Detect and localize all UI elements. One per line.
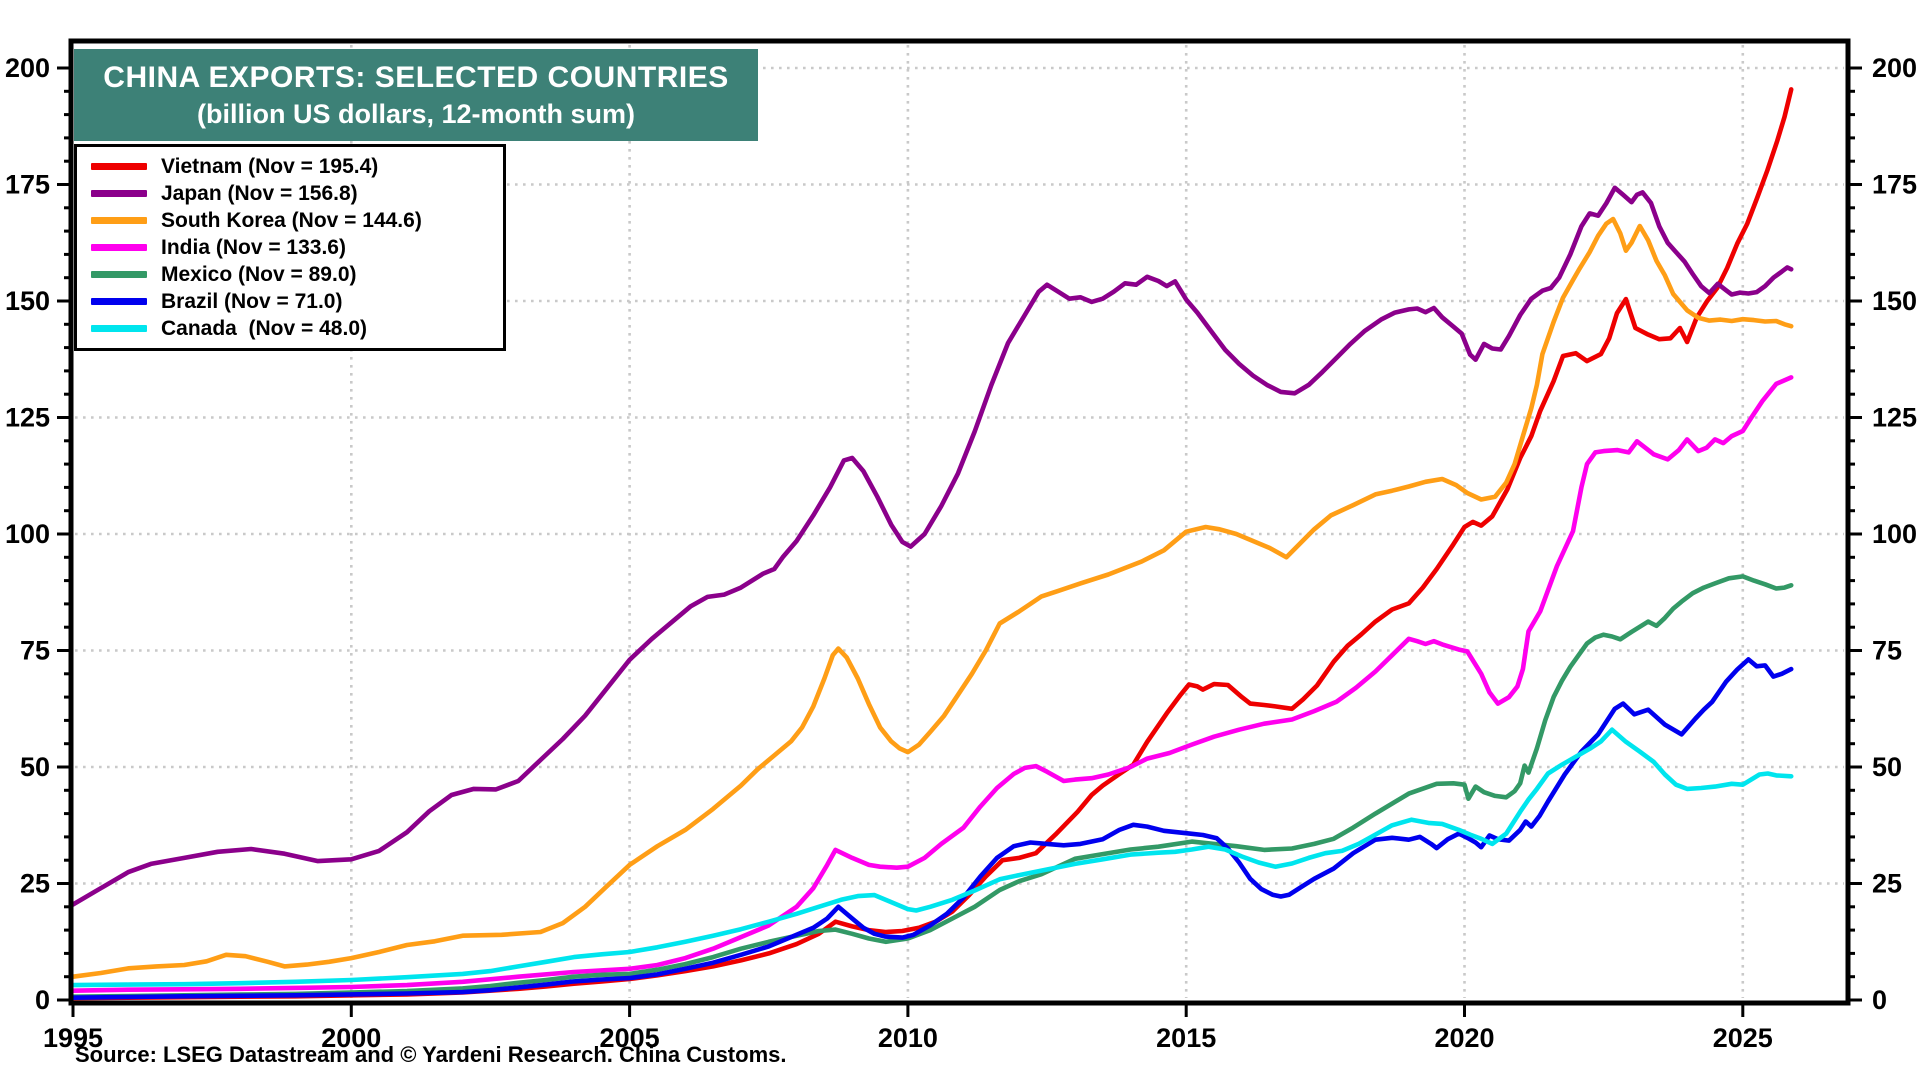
y-axis-label-left-0: 0 (35, 985, 50, 1015)
x-axis-label-2005: 2005 (600, 1023, 660, 1053)
legend: Vietnam (Nov = 195.4) Japan (Nov = 156.8)… (74, 144, 506, 351)
legend-swatch-india (91, 244, 147, 251)
source-note: Source: LSEG Datastream and © Yardeni Re… (75, 1042, 787, 1067)
legend-item-japan: Japan (Nov = 156.8) (91, 180, 503, 207)
legend-swatch-mexico (91, 271, 147, 278)
y-axis-label-right-100: 100 (1872, 519, 1917, 549)
series-line-canada (70, 727, 1794, 988)
legend-item-mexico: Mexico (Nov = 89.0) (91, 261, 503, 288)
y-axis-label-left-100: 100 (5, 519, 50, 549)
legend-item-canada: Canada (Nov = 48.0) (91, 315, 503, 342)
y-axis-label-right-150: 150 (1872, 286, 1917, 316)
y-axis-label-left-175: 175 (5, 170, 50, 200)
y-axis-label-right-200: 200 (1872, 53, 1917, 83)
series-line-vietnam (70, 87, 1794, 1001)
y-axis-label-right-125: 125 (1872, 403, 1917, 433)
y-axis-label-right-25: 25 (1872, 869, 1902, 899)
series-line-japan (70, 185, 1794, 907)
legend-swatch-vietnam (91, 163, 147, 170)
legend-swatch-south-korea (91, 217, 147, 224)
legend-item-brazil: Brazil (Nov = 71.0) (91, 288, 503, 315)
y-axis-label-left-75: 75 (20, 636, 50, 666)
x-axis-label-2000: 2000 (321, 1023, 381, 1053)
chart-title: CHINA EXPORTS: SELECTED COUNTRIES (103, 60, 729, 94)
legend-swatch-japan (91, 190, 147, 197)
legend-label: Canada (Nov = 48.0) (161, 316, 367, 340)
series-line-mexico (70, 574, 1794, 1000)
series-line-south-korea (70, 216, 1794, 980)
y-axis-label-left-25: 25 (20, 869, 50, 899)
y-axis-label-right-175: 175 (1872, 170, 1917, 200)
plot-frame (68, 38, 1851, 1006)
y-axis-label-left-50: 50 (20, 752, 50, 782)
legend-label: South Korea (Nov = 144.6) (161, 208, 422, 232)
legend-item-south-korea: South Korea (Nov = 144.6) (91, 207, 503, 234)
y-axis-label-right-75: 75 (1872, 636, 1902, 666)
legend-swatch-brazil (91, 298, 147, 305)
chart-subtitle: (billion US dollars, 12-month sum) (196, 98, 636, 129)
x-axis-label-2020: 2020 (1434, 1023, 1494, 1053)
x-axis-label-1995: 1995 (43, 1023, 103, 1053)
y-axis-label-right-50: 50 (1872, 752, 1902, 782)
chart-title-box: CHINA EXPORTS: SELECTED COUNTRIES (billi… (74, 49, 758, 141)
series-line-india (70, 375, 1794, 994)
x-axis-label-2015: 2015 (1156, 1023, 1216, 1053)
y-axis-label-left-125: 125 (5, 403, 50, 433)
legend-label: Mexico (Nov = 89.0) (161, 262, 357, 286)
legend-label: Japan (Nov = 156.8) (161, 181, 358, 205)
legend-label: India (Nov = 133.6) (161, 235, 346, 259)
legend-item-vietnam: Vietnam (Nov = 195.4) (91, 153, 503, 180)
x-axis-label-2025: 2025 (1713, 1023, 1773, 1053)
legend-swatch-canada (91, 325, 147, 332)
y-axis-label-left-200: 200 (5, 53, 50, 83)
y-axis-label-left-150: 150 (5, 286, 50, 316)
legend-label: Vietnam (Nov = 195.4) (161, 154, 379, 178)
series-line-brazil (70, 657, 1794, 1001)
legend-label: Brazil (Nov = 71.0) (161, 289, 343, 313)
x-axis-label-2010: 2010 (878, 1023, 938, 1053)
legend-item-india: India (Nov = 133.6) (91, 234, 503, 261)
y-axis-label-right-0: 0 (1872, 985, 1887, 1015)
